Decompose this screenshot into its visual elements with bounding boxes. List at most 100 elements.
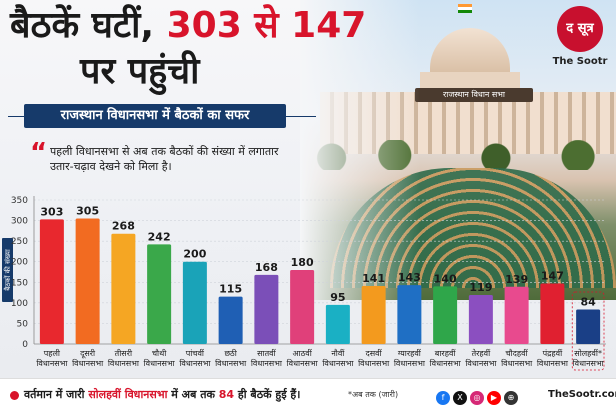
data-label: 95 (330, 291, 345, 304)
subtitle-banner: राजस्थान विधानसभा में बैठकों का सफर (24, 104, 286, 128)
x-tick-label-sub: विधानसभा (287, 358, 319, 368)
y-axis-label-box (2, 238, 13, 302)
x-tick-label: दूसरी (80, 348, 96, 359)
x-tick-label-sub: विधानसभा (537, 358, 569, 368)
x-tick-label: दसवीं (366, 348, 383, 358)
y-tick-label: 50 (17, 319, 29, 329)
x-tick-label: तीसरी (115, 348, 133, 358)
y-tick-label: 350 (11, 196, 28, 206)
x-tick-label-sub: विधानसभा (430, 358, 462, 368)
data-label: 180 (291, 256, 314, 269)
footer-text: वर्तमान में जारी सोलहवीं विधानसभा में अब… (24, 387, 300, 402)
footer-text-pre: वर्तमान में जारी (24, 388, 89, 401)
bar (39, 219, 64, 344)
quote-icon: “ (30, 138, 48, 168)
x-tick-label-sub: विधानसभा (144, 358, 176, 368)
y-tick-label: 0 (22, 340, 28, 350)
bar (147, 244, 172, 344)
footer: वर्तमान में जारी सोलहवीं विधानसभा में अब… (0, 378, 616, 411)
data-label: 143 (398, 271, 421, 284)
footer-text-highlight: सोलहवीं विधानसभा (88, 388, 168, 401)
banner-rule-right (286, 116, 316, 117)
photo-fade (300, 0, 420, 300)
quote-text: पहली विधानसभा से अब तक बैठकों की संख्या … (50, 145, 279, 173)
x-tick-label: चौदहवीं (506, 348, 529, 358)
x-tick-label: चौथी (152, 348, 167, 358)
bar (433, 286, 458, 344)
x-tick-label-sub: विधानसभा (465, 358, 497, 368)
x-tick-label: पांचवीं (186, 348, 205, 358)
x-tick-label-sub: विधानसभा (215, 358, 247, 368)
x-tick-label-sub: विधानसभा (322, 358, 354, 368)
bar (361, 285, 386, 344)
bar (576, 309, 601, 344)
y-axis-label: बैठकों की संख्या (3, 249, 12, 291)
data-label: 200 (183, 248, 206, 261)
x-tick-label-sub: विधानसभा (108, 358, 140, 368)
bar (75, 218, 100, 344)
data-label: 140 (434, 272, 457, 285)
x-tick-label: पंद्रहवीं (543, 348, 563, 358)
logo-mark: द सूत्र (557, 6, 603, 52)
x-tick-label: पहली (44, 348, 61, 358)
data-label: 147 (541, 270, 564, 283)
bar (468, 295, 493, 344)
x-tick-label-sub: विधानसभा (72, 358, 104, 368)
x-tick-label: तेरहवीं (472, 348, 492, 358)
x-tick-label-sub: विधानसभा (501, 358, 533, 368)
x-tick-label: सातवीं (257, 348, 276, 358)
y-tick-label: 150 (11, 278, 28, 288)
x-tick-label-sub: विधानसभा (394, 358, 426, 368)
instagram-icon[interactable]: ◎ (470, 390, 484, 405)
footer-text-count: 84 (218, 388, 235, 401)
brand-logo[interactable]: द सूत्र The Sootr (548, 6, 612, 82)
data-label: 168 (255, 261, 278, 274)
x-tick-label-sub: विधानसभा (251, 358, 283, 368)
x-tick-label: आठवीं (292, 348, 312, 358)
data-label: 305 (76, 205, 99, 218)
website-link[interactable]: TheSootr.com (548, 389, 616, 400)
x-tick-label-sub: विधानसभा (573, 358, 605, 368)
bar (504, 286, 529, 344)
bar (540, 283, 565, 344)
x-tick-label: नौवीं (331, 348, 345, 358)
bar (182, 261, 207, 344)
data-label: 115 (219, 283, 242, 296)
building-plaque: राजस्थान विधान सभा (415, 88, 533, 102)
x-tick-label-sub: विधानसभा (36, 358, 68, 368)
flag-icon (458, 4, 472, 13)
data-label: 119 (469, 281, 492, 294)
x-tick-label-sub: विधानसभा (358, 358, 390, 368)
footer-text-mid: में अब तक (167, 388, 219, 401)
bar (397, 285, 422, 344)
highlight-box (571, 291, 605, 371)
data-label: 242 (148, 230, 171, 243)
youtube-icon[interactable]: ▶ (487, 390, 501, 405)
bar (218, 296, 243, 344)
bar (325, 304, 350, 344)
y-tick-label: 200 (11, 258, 28, 268)
x-tick-label: छठी (224, 348, 237, 358)
bar (254, 274, 279, 344)
y-tick-label: 300 (11, 217, 28, 227)
footnote: *अब तक (जारी) (348, 390, 399, 399)
headline-line2: पर पहुंची (80, 51, 200, 92)
headline-line1: बैठकें घटीं, 303 से 147 (10, 6, 366, 46)
x-icon[interactable]: X (453, 390, 467, 405)
headline-numbers: 303 से 147 (166, 5, 367, 46)
bar-chart: बैठकों की संख्या 0 50 100 150 200 250 300 350 303… (2, 196, 606, 371)
y-tick-label: 100 (11, 299, 28, 309)
x-tick-label: सोलहवीं* (574, 348, 602, 358)
x-tick-label: बारहवीं (435, 348, 457, 358)
social-links: f X ◎ ▶ ⊕ (436, 387, 521, 405)
bar (290, 269, 315, 344)
data-label: 84 (580, 295, 596, 308)
banner-rule-left (8, 116, 24, 117)
x-tick-label-sub: विधानसभा (179, 358, 211, 368)
headline-text: बैठकें घटीं, (10, 5, 167, 46)
data-label: 268 (112, 220, 135, 233)
x-tick-label: ग्यारहवीं (398, 348, 422, 358)
facebook-icon[interactable]: f (436, 390, 450, 405)
globe-icon[interactable]: ⊕ (504, 390, 518, 405)
data-label: 139 (505, 273, 528, 286)
